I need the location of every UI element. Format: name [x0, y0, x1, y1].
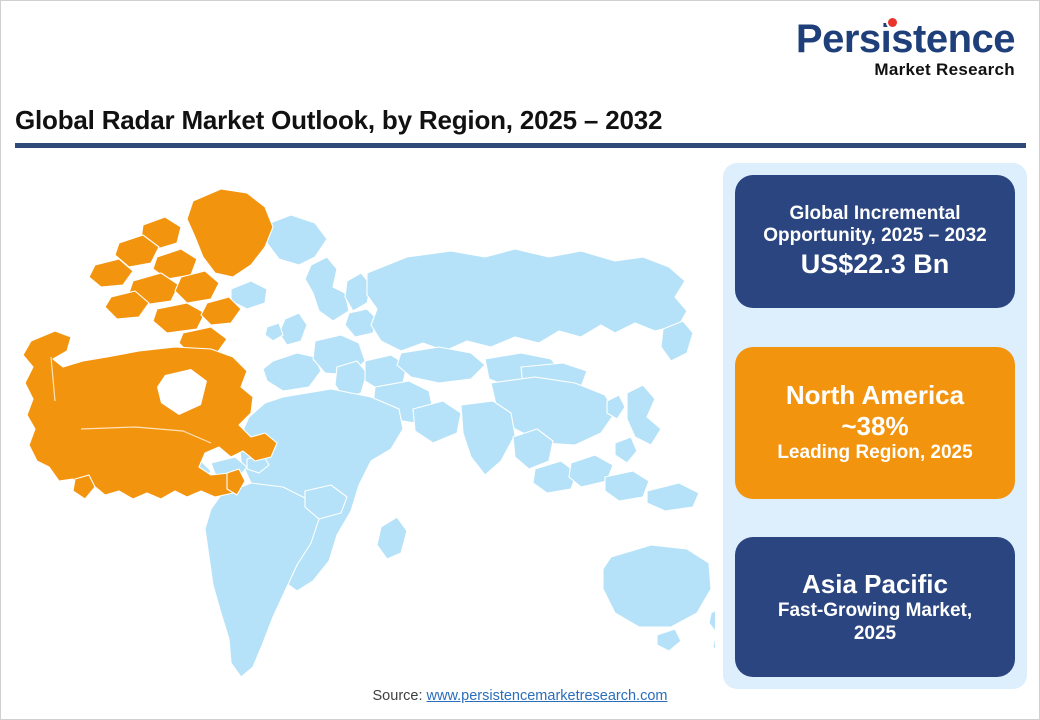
title-underline-rule — [15, 143, 1026, 148]
leading-region-name: North America — [785, 380, 965, 411]
card-leading-region: North America ~38% Leading Region, 2025 — [735, 346, 1015, 499]
logo-i-dot-icon — [887, 18, 897, 27]
world-map — [15, 161, 715, 681]
fast-growing-region-name: Asia Pacific — [802, 569, 948, 599]
logo-tagline: Market Research — [874, 60, 1015, 79]
map-internal-borders — [50, 356, 212, 444]
card-global-incremental-opportunity: Global Incremental Opportunity, 2025 – 2… — [735, 175, 1015, 308]
map-region-rest-of-world — [174, 214, 715, 678]
world-map-svg — [22, 188, 715, 678]
incremental-value: US$22.3 Bn — [800, 248, 950, 279]
company-logo: Persistence Market Research — [785, 17, 1016, 79]
incremental-line-1: Global Incremental — [789, 202, 961, 224]
page-title: Global Radar Market Outlook, by Region, … — [15, 105, 663, 135]
logo-brand-text: Persistence — [795, 17, 1016, 61]
fast-growing-caption-line-2: 2025 — [853, 622, 897, 644]
leading-region-caption: Leading Region, 2025 — [777, 442, 973, 464]
incremental-line-2: Opportunity, 2025 – 2032 — [763, 225, 987, 247]
fast-growing-caption-line-1: Fast-Growing Market, — [777, 600, 973, 622]
source-link[interactable]: www.persistencemarketresearch.com — [426, 688, 668, 704]
page-title-block: Global Radar Market Outlook, by Region, … — [15, 105, 1027, 148]
source-line: Source: www.persistencemarketresearch.co… — [1, 688, 1039, 704]
map-region-north-america — [22, 188, 278, 500]
logo-brand-label: Persistence — [795, 17, 1016, 61]
stats-panel: Global Incremental Opportunity, 2025 – 2… — [723, 163, 1027, 689]
source-label: Source: — [372, 688, 427, 704]
card-fast-growing-market: Asia Pacific Fast-Growing Market, 2025 — [735, 537, 1015, 677]
leading-region-share: ~38% — [841, 411, 909, 442]
